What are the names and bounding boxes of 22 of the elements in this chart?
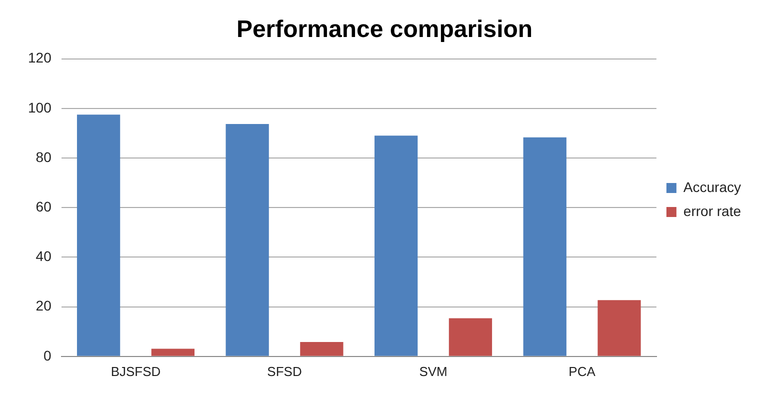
- bar: [598, 300, 641, 356]
- legend-label: Accuracy: [683, 178, 742, 195]
- x-tick-label: SVM: [419, 364, 448, 379]
- bar: [523, 137, 566, 356]
- y-tick-label: 80: [36, 148, 52, 165]
- x-tick-label: SFSD: [267, 364, 302, 379]
- legend-label: error rate: [683, 202, 742, 219]
- bar: [226, 124, 269, 356]
- bar: [448, 318, 492, 356]
- y-tick-label: 20: [36, 298, 52, 314]
- bar: [76, 114, 120, 356]
- chart-title: Performance comparision: [236, 16, 533, 44]
- y-tick-label: 0: [44, 347, 52, 364]
- y-tick-label: 40: [36, 248, 52, 264]
- bar: [374, 136, 418, 356]
- y-tick-label: 120: [28, 50, 52, 66]
- x-tick-label: PCA: [568, 364, 596, 379]
- bar: [151, 348, 195, 356]
- x-tick-label: BJSFSD: [110, 364, 161, 379]
- bar: [300, 342, 344, 356]
- y-tick-label: 60: [36, 198, 52, 214]
- y-tick-label: 100: [28, 99, 52, 116]
